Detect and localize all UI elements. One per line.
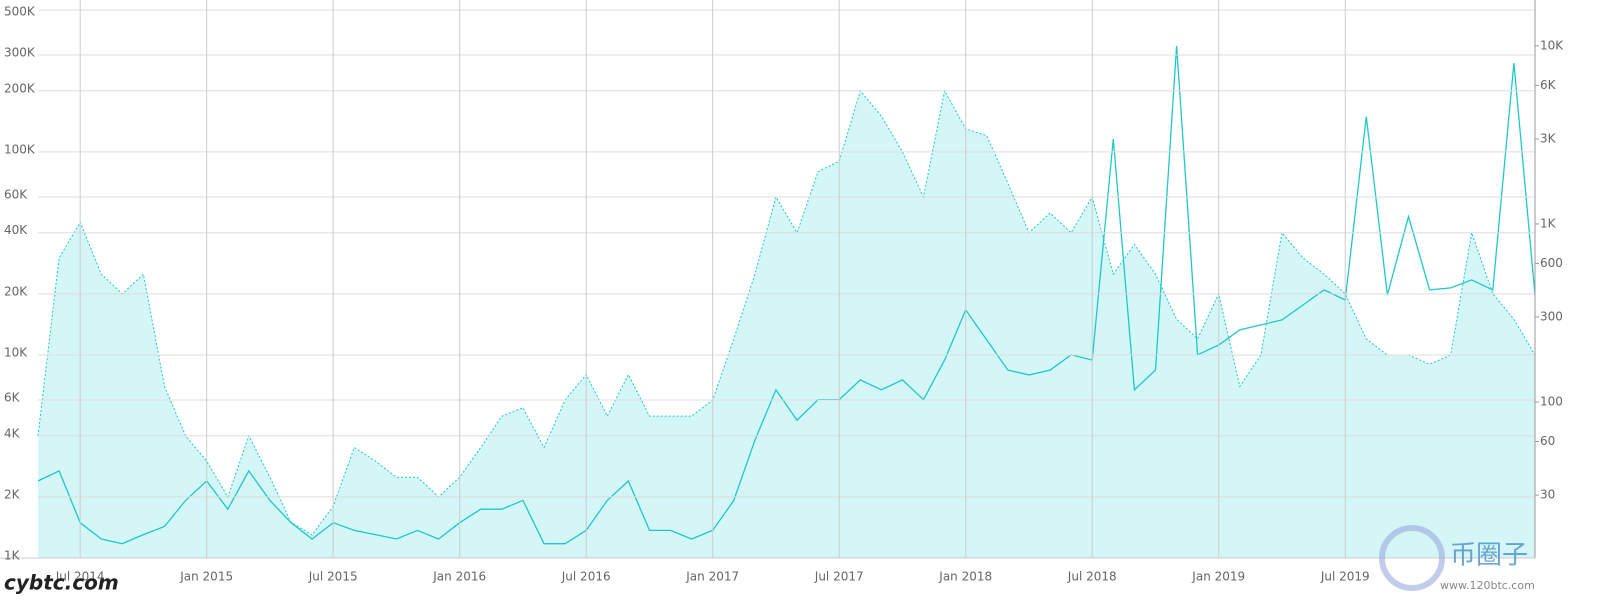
watermark: www.120btc.com <box>1440 579 1535 592</box>
line <box>37 89 1536 536</box>
y-tick-label: 2K <box>4 487 21 501</box>
y2-tick-label: 3K <box>1540 131 1557 145</box>
y2-tick-label: 60 <box>1540 434 1555 448</box>
line <box>37 45 1536 545</box>
y2-tick-label: 1K <box>1540 216 1557 230</box>
y-tick-label: 4K <box>4 426 21 440</box>
y-tick-label: 20K <box>4 284 28 298</box>
x-tick-label: Jul 2014 <box>55 570 105 584</box>
x-tick-label: Jul 2015 <box>308 570 358 584</box>
y-tick-label: 40K <box>4 223 28 237</box>
y2-tick-label: 300 <box>1540 310 1563 324</box>
area <box>38 90 1535 559</box>
x-tick-label: Jan 2016 <box>432 570 486 584</box>
y-tick-label: 100K <box>4 142 36 156</box>
x-tick-label: Jul 2017 <box>814 570 864 584</box>
y-tick-label: 200K <box>4 81 36 95</box>
x-tick-label: Jan 2015 <box>179 570 233 584</box>
y-tick-label: 500K <box>4 5 36 19</box>
y2-tick-label: 600 <box>1540 256 1563 270</box>
y2-tick-label: 10K <box>1540 38 1564 52</box>
y-tick-label: 60K <box>4 187 28 201</box>
y2-tick-label: 6K <box>1540 78 1557 92</box>
x-tick-label: Jan 2018 <box>938 570 992 584</box>
x-tick-label: Jan 2019 <box>1191 570 1245 584</box>
x-tick-label: Jul 2019 <box>1320 570 1370 584</box>
x-tick-label: Jan 2017 <box>685 570 739 584</box>
y-tick-label: 1K <box>4 549 21 563</box>
watermark-logo <box>1379 525 1445 591</box>
watermark: 币圈子 <box>1450 541 1528 571</box>
watermark: cybtc.com <box>4 571 119 595</box>
y-tick-label: 6K <box>4 391 21 405</box>
x-tick-label: Jul 2018 <box>1067 570 1117 584</box>
y2-tick-label: 100 <box>1540 394 1563 408</box>
y-tick-label: 10K <box>4 345 28 359</box>
y-tick-label: 300K <box>4 46 36 60</box>
y2-tick-label: 30 <box>1540 488 1555 502</box>
x-tick-label: Jul 2016 <box>561 570 611 584</box>
